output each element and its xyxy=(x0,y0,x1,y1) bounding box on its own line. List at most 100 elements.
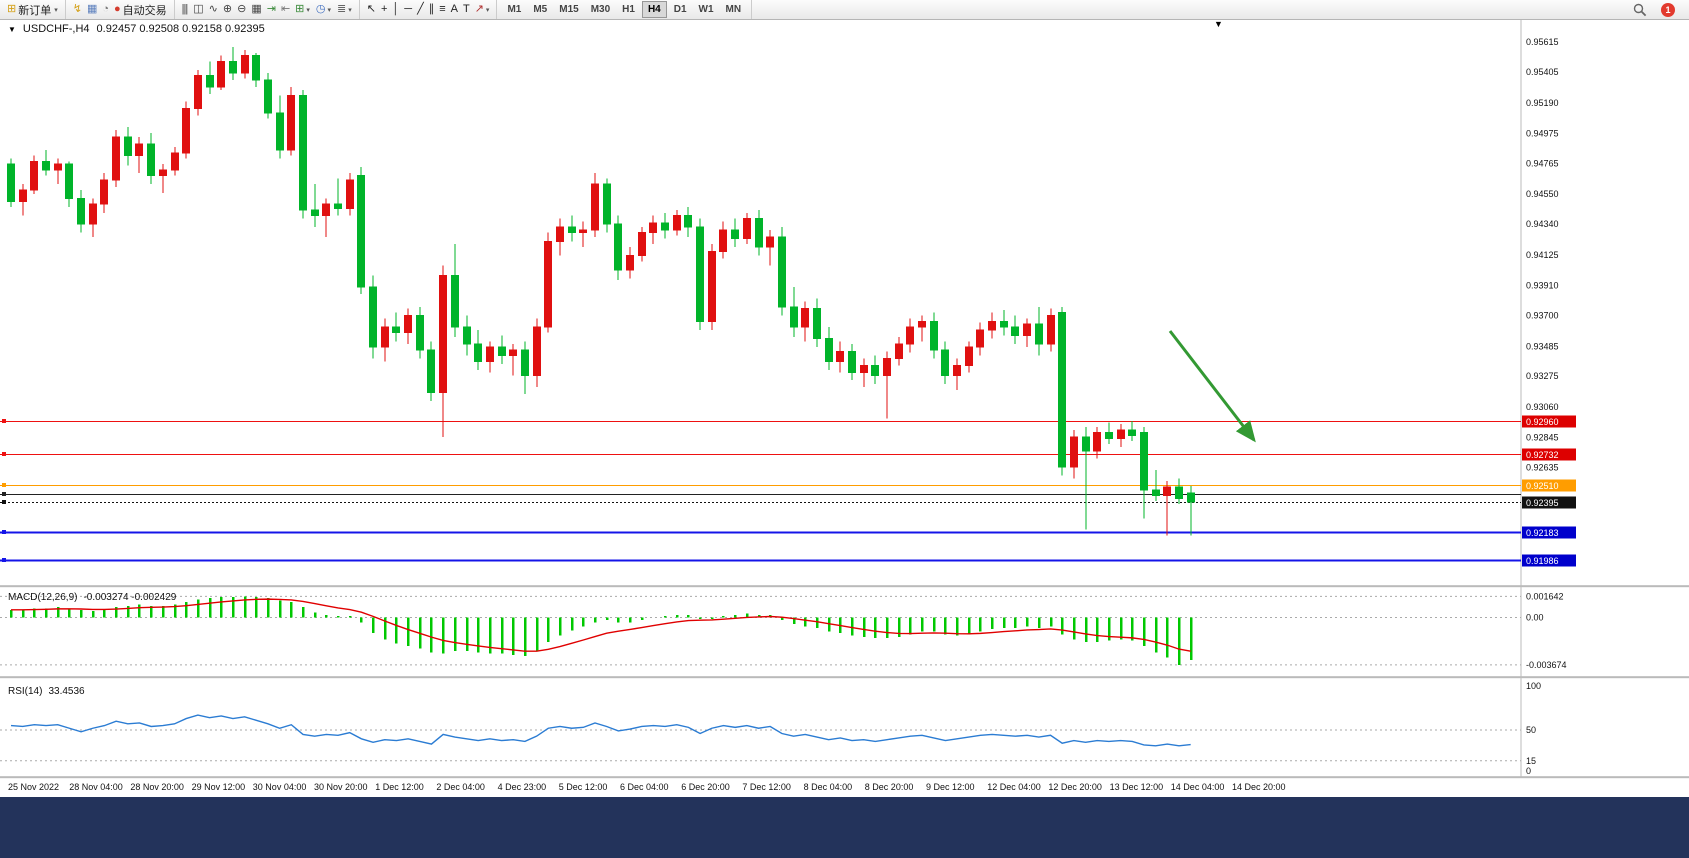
level-line-0.92183[interactable]: 0.92183 xyxy=(0,526,1576,539)
timeframe-w1-button[interactable]: W1 xyxy=(698,4,714,15)
svg-text:30 Nov 04:00: 30 Nov 04:00 xyxy=(253,782,307,792)
rsi-line xyxy=(10,714,1191,747)
zoom-in-button[interactable]: ⊕ xyxy=(220,1,234,18)
svg-text:0.94340: 0.94340 xyxy=(1526,219,1559,229)
level-line-0.91986[interactable]: 0.91986 xyxy=(0,554,1576,567)
zoom-out-icon: ⊖ xyxy=(237,3,246,15)
svg-text:0.92960: 0.92960 xyxy=(1526,417,1559,427)
text-icon: A xyxy=(450,3,458,15)
timeframe-mn-button[interactable]: MN xyxy=(725,4,742,15)
svg-text:0.93485: 0.93485 xyxy=(1526,341,1559,351)
svg-text:28 Nov 20:00: 28 Nov 20:00 xyxy=(130,782,184,792)
zoom-out-button[interactable]: ⊖ xyxy=(234,1,248,18)
fibonacci-icon: ≡ xyxy=(439,3,446,15)
timeframe-h4-button[interactable]: H4 xyxy=(641,1,667,18)
new-order-icon: ⊞ xyxy=(7,3,16,15)
toolbar-group: ↖ + │ ─ ╱ ∥ ≡ A T ↗ ▾ xyxy=(360,0,498,19)
timeframe-m5-button[interactable]: M5 xyxy=(533,4,548,15)
price-axis[interactable]: 0.95615 0.95405 0.95190 0.94975 0.94765 0.945… xyxy=(1526,37,1559,472)
crosshair-button[interactable]: + xyxy=(378,1,389,18)
zoom-in-icon: ⊕ xyxy=(222,3,232,15)
periods-button[interactable]: ◷ ▾ xyxy=(313,1,334,18)
level-line-0.92732[interactable]: 0.92732 xyxy=(0,448,1576,461)
dropdown-caret-icon: ▾ xyxy=(54,6,58,14)
level-line-0.92960[interactable]: 0.92960 xyxy=(0,415,1576,428)
candlestick-chart-icon: ◫ xyxy=(193,3,203,15)
chart-windows-icon: ▦ xyxy=(86,3,97,15)
label-icon: T xyxy=(462,3,470,15)
timeframe-d1-button[interactable]: D1 xyxy=(673,4,687,15)
new-chart-icon: ⊞ xyxy=(295,3,304,15)
horizontal-line-button[interactable]: ─ xyxy=(401,1,414,18)
new-order-button[interactable]: ⊞ 新订单 ▾ xyxy=(4,1,61,18)
dropdown-caret-icon: ▾ xyxy=(485,6,490,14)
chart-shift-marker-icon[interactable]: ▼ xyxy=(1214,19,1223,29)
auto-scroll-icon: ⇥ xyxy=(266,3,276,15)
svg-text:50: 50 xyxy=(1526,725,1536,735)
trendline-button[interactable]: ╱ xyxy=(414,1,426,18)
svg-text:5 Dec 12:00: 5 Dec 12:00 xyxy=(559,782,608,792)
channel-button[interactable]: ∥ xyxy=(426,1,437,18)
arrows-button[interactable]: ↗ ▾ xyxy=(472,1,493,18)
chart-windows-button[interactable]: ▦ xyxy=(84,1,99,18)
arrows-icon: ↗ xyxy=(474,3,484,15)
dropdown-caret-icon: ▾ xyxy=(306,6,310,14)
styler-button[interactable]: ↯ xyxy=(70,1,84,18)
indicators-button[interactable]: ≣ ▾ xyxy=(334,1,355,18)
svg-text:8 Dec 04:00: 8 Dec 04:00 xyxy=(804,782,853,792)
dropdown-caret-icon: ▾ xyxy=(327,6,332,14)
toolbar-group: ↯ ▦ ◔ ● 自动交易 xyxy=(66,0,175,19)
autotrade-button[interactable]: ● 自动交易 xyxy=(111,1,170,18)
fibonacci-button[interactable]: ≡ xyxy=(436,1,447,18)
timeframe-m1-button[interactable]: M1 xyxy=(507,4,522,15)
text-button[interactable]: A xyxy=(448,1,460,18)
text-label-button[interactable]: T xyxy=(460,1,472,18)
svg-text:0.94125: 0.94125 xyxy=(1526,250,1559,260)
svg-text:0.001642: 0.001642 xyxy=(1526,591,1564,601)
trend-arrow[interactable] xyxy=(1168,330,1256,443)
cursor-icon: ↖ xyxy=(366,3,376,15)
tile-windows-button[interactable]: ▦ xyxy=(248,1,263,18)
timeframe-m30-button[interactable]: M30 xyxy=(590,4,611,15)
svg-text:0.93700: 0.93700 xyxy=(1526,311,1559,321)
vertical-line-button[interactable]: │ xyxy=(389,1,401,18)
line-chart-button[interactable]: ∿ xyxy=(206,1,220,18)
chart-shift-button[interactable]: ⇤ xyxy=(278,1,292,18)
bottom-bar xyxy=(0,797,1689,858)
cursor-button[interactable]: ↖ xyxy=(364,1,378,18)
toolbar-group: ||| ◫ ∿ ⊕ ⊖ ▦ ⇥ ⇤ ⊞ ▾ ◷ ▾ ≣ ▾ xyxy=(175,0,360,19)
ohlc-dropdown-icon[interactable]: ▼ xyxy=(8,25,16,34)
toolbar-right: 1 xyxy=(1633,2,1689,17)
svg-text:1 Dec 12:00: 1 Dec 12:00 xyxy=(375,782,424,792)
crosshair-icon: + xyxy=(380,3,388,15)
auto-scroll-button[interactable]: ⇥ xyxy=(264,1,278,18)
search-icon[interactable] xyxy=(1633,3,1647,17)
candlestick-series xyxy=(7,47,1195,536)
svg-text:0.94765: 0.94765 xyxy=(1526,158,1559,168)
market-watch-button[interactable]: ◔ xyxy=(99,1,111,18)
new-order-label: 新订单 xyxy=(18,4,52,17)
horizontal-line-icon: ─ xyxy=(404,3,412,15)
level-line-0.9245[interactable] xyxy=(0,492,1521,496)
chart-title: ▼ USDCHF-,H4 0.92457 0.92508 0.92158 0.9… xyxy=(8,23,265,35)
level-line-0.92395[interactable]: 0.92395 xyxy=(0,496,1576,509)
svg-text:6 Dec 20:00: 6 Dec 20:00 xyxy=(681,782,730,792)
period-icon: ◷ xyxy=(315,3,326,15)
timeframe-m15-button[interactable]: M15 xyxy=(559,4,579,15)
new-chart-button[interactable]: ⊞ ▾ xyxy=(292,1,313,18)
svg-text:0.92183: 0.92183 xyxy=(1526,528,1559,538)
tile-windows-icon: ▦ xyxy=(251,3,261,15)
svg-text:25 Nov 2022: 25 Nov 2022 xyxy=(8,782,59,792)
timeframe-h1-button[interactable]: H1 xyxy=(622,4,635,15)
notification-badge[interactable]: 1 xyxy=(1661,2,1675,17)
level-line-0.92510[interactable]: 0.92510 xyxy=(0,479,1576,492)
bar-chart-button[interactable]: ||| xyxy=(179,1,191,18)
svg-text:14 Dec 04:00: 14 Dec 04:00 xyxy=(1171,782,1225,792)
svg-text:15: 15 xyxy=(1526,756,1536,766)
candlestick-chart-button[interactable]: ◫ xyxy=(190,1,205,18)
svg-text:0.92732: 0.92732 xyxy=(1526,450,1559,460)
line-chart-icon: ∿ xyxy=(208,3,218,15)
time-axis[interactable]: 25 Nov 2022 28 Nov 04:00 28 Nov 20:00 29 No… xyxy=(8,782,1286,792)
svg-text:0.92845: 0.92845 xyxy=(1526,433,1559,443)
